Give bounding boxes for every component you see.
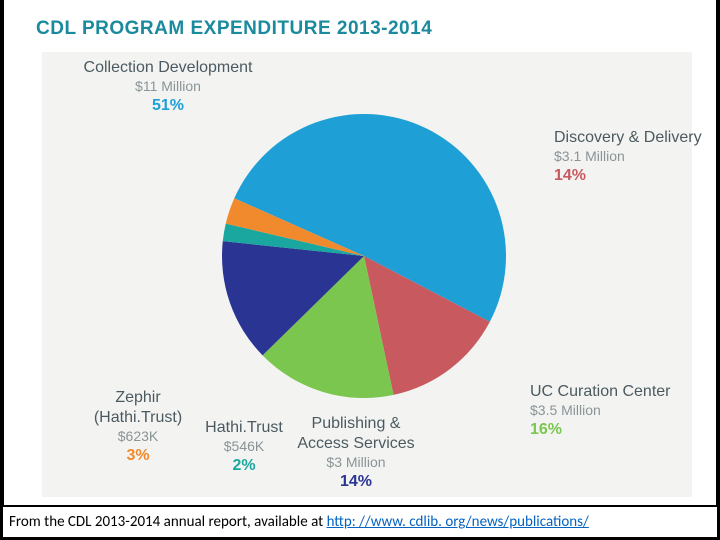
slice-name: Discovery & Delivery <box>554 128 702 148</box>
slice-name: Publishing &Access Services <box>297 414 414 454</box>
pie-slice-label: UC Curation Center$3.5 Million16% <box>530 382 671 440</box>
pie-slice-label: Publishing &Access Services$3 Million14% <box>297 414 414 492</box>
slice-name: UC Curation Center <box>530 382 671 402</box>
slide-page: CDL PROGRAM EXPENDITURE 2013-2014 Collec… <box>0 0 720 540</box>
slice-amount: $11 Million <box>84 78 253 96</box>
slice-name: Hathi.Trust <box>205 418 283 438</box>
slice-percent: 51% <box>84 96 253 116</box>
slice-amount: $546K <box>205 438 283 456</box>
slice-percent: 2% <box>205 456 283 476</box>
slice-percent: 16% <box>530 420 671 440</box>
slice-amount: $3.5 Million <box>530 402 671 420</box>
pie-slice-label: Collection Development$11 Million51% <box>84 58 253 116</box>
slice-amount: $3 Million <box>297 454 414 472</box>
caption-text: From the CDL 2013-2014 annual report, av… <box>9 513 589 531</box>
slice-amount: $3.1 Million <box>554 148 702 166</box>
slice-name: Collection Development <box>84 58 253 78</box>
caption-link[interactable]: http: //www. cdlib. org/news/publication… <box>327 513 589 531</box>
pie-slice-label: Discovery & Delivery$3.1 Million14% <box>554 128 702 186</box>
slide-body: CDL PROGRAM EXPENDITURE 2013-2014 Collec… <box>4 0 716 505</box>
slice-amount: $623K <box>94 428 182 446</box>
slice-percent: 14% <box>297 472 414 492</box>
caption-prefix: From the CDL 2013-2014 annual report, av… <box>9 513 327 531</box>
pie-slice-label: Zephir(Hathi.Trust)$623K3% <box>94 388 182 466</box>
slice-percent: 14% <box>554 166 702 186</box>
slice-name: Zephir(Hathi.Trust) <box>94 388 182 428</box>
slice-percent: 3% <box>94 446 182 466</box>
pie-slice-label: Hathi.Trust$546K2% <box>205 418 283 476</box>
caption-bar: From the CDL 2013-2014 annual report, av… <box>3 507 717 537</box>
